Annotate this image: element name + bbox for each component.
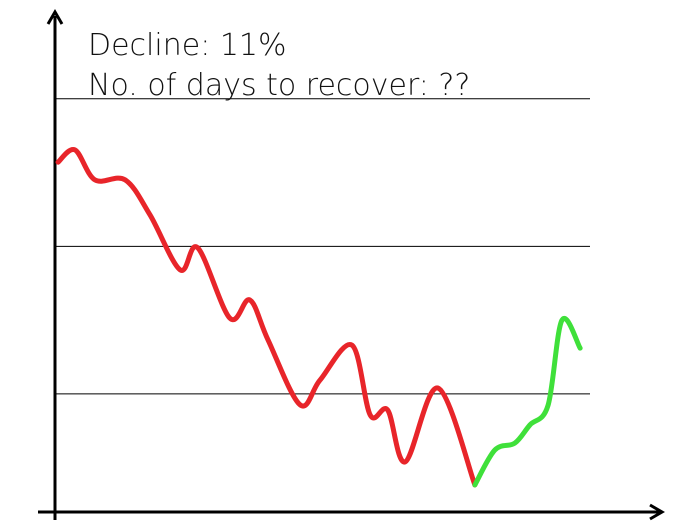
x-axis-arrow <box>649 503 665 521</box>
y-axis-arrow <box>46 9 64 25</box>
annotation: Decline: 11% <box>88 28 287 63</box>
line <box>472 315 583 488</box>
annotation: No. of days to recover: ?? <box>88 68 470 103</box>
line <box>55 147 478 488</box>
